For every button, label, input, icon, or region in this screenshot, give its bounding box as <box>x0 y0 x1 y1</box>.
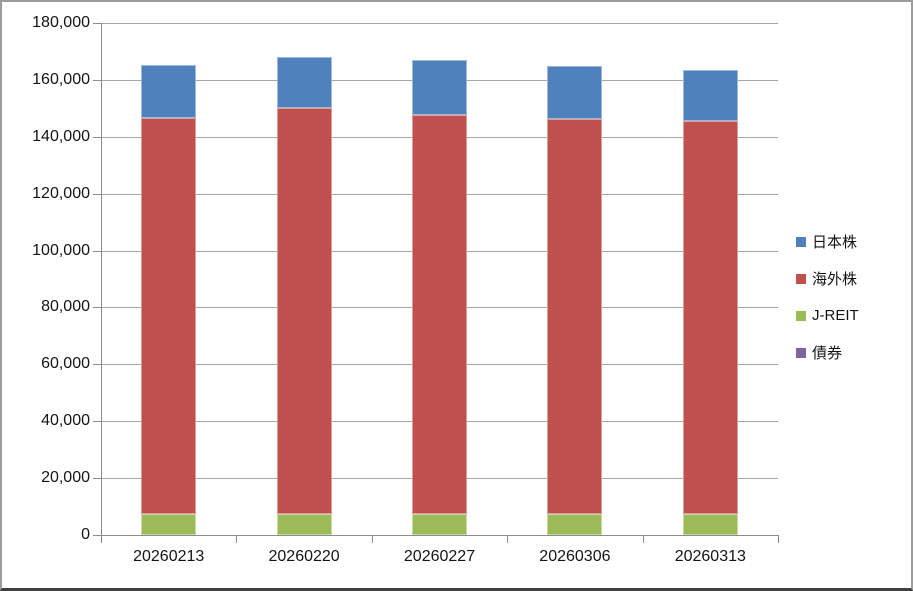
legend-item: J-REIT <box>796 297 859 334</box>
legend: 日本株海外株 J-REIT 債券 <box>796 223 859 371</box>
y-axis-tick-label: 180,000 <box>32 14 90 31</box>
x-axis-tick <box>371 535 373 543</box>
y-axis-tick <box>93 307 101 309</box>
y-axis-line <box>101 23 102 543</box>
x-axis-category-label: 20260220 <box>268 548 340 565</box>
bar-segment <box>276 108 332 514</box>
y-axis-tick-label: 160,000 <box>32 70 90 88</box>
x-axis-tick <box>101 535 102 543</box>
y-axis-tick <box>93 193 101 195</box>
legend-item: 日本株 <box>796 223 859 260</box>
bar-segment <box>547 513 603 535</box>
bar-segment <box>682 69 738 121</box>
bar-segment <box>276 56 332 109</box>
bar-segment <box>547 65 603 119</box>
bar-segment <box>141 513 197 535</box>
y-axis-tick <box>93 23 101 24</box>
legend-swatch-icon <box>796 347 806 358</box>
y-axis-tick <box>93 478 101 480</box>
x-axis-tick <box>236 535 238 543</box>
bar-segment <box>412 59 467 115</box>
bar-segment <box>547 118 603 514</box>
y-axis-tick-label: 60,000 <box>41 355 90 373</box>
y-axis-tick-label: 120,000 <box>32 184 90 202</box>
legend-swatch-icon <box>796 236 806 247</box>
y-axis-tick-label: 80,000 <box>41 298 90 316</box>
y-axis-tick-label: 140,000 <box>32 127 90 145</box>
bar-segment <box>141 64 197 118</box>
legend-swatch-icon <box>796 310 806 321</box>
bar-segment <box>412 513 467 535</box>
legend-label: J-REIT <box>812 307 859 324</box>
gridline <box>101 23 778 24</box>
bar-segment <box>682 513 738 535</box>
y-axis-tick <box>93 79 101 81</box>
y-axis-tick-label: 20,000 <box>41 469 90 487</box>
legend-label: 債券 <box>812 345 843 362</box>
x-axis-tick <box>778 535 779 543</box>
y-axis-tick-label: 40,000 <box>41 412 90 430</box>
x-axis-line <box>93 535 778 536</box>
bar-segment <box>276 513 332 535</box>
x-axis-category-label: 20260306 <box>539 548 611 565</box>
y-axis-tick <box>93 421 101 423</box>
bar-segment <box>141 118 197 514</box>
y-axis-tick <box>93 136 101 138</box>
y-axis-tick <box>93 250 101 252</box>
x-axis-category-label: 20260227 <box>403 548 476 565</box>
y-axis-tick <box>93 364 101 366</box>
legend-label: 日本株 <box>812 234 858 251</box>
x-axis-category-label: 20260213 <box>133 548 205 565</box>
x-axis-tick <box>507 535 509 543</box>
y-axis-tick-label: 0 <box>81 526 90 543</box>
x-axis-tick <box>642 535 644 543</box>
legend-item: 海外株 <box>796 260 859 297</box>
y-axis-tick-label: 100,000 <box>32 241 90 259</box>
x-axis-category-label: 20260313 <box>674 548 746 565</box>
bar-segment <box>412 114 467 514</box>
bar-segment <box>682 120 738 514</box>
legend-label: 海外株 <box>812 271 858 288</box>
legend-swatch-icon <box>796 273 806 284</box>
legend-item: 債券 <box>796 334 859 371</box>
